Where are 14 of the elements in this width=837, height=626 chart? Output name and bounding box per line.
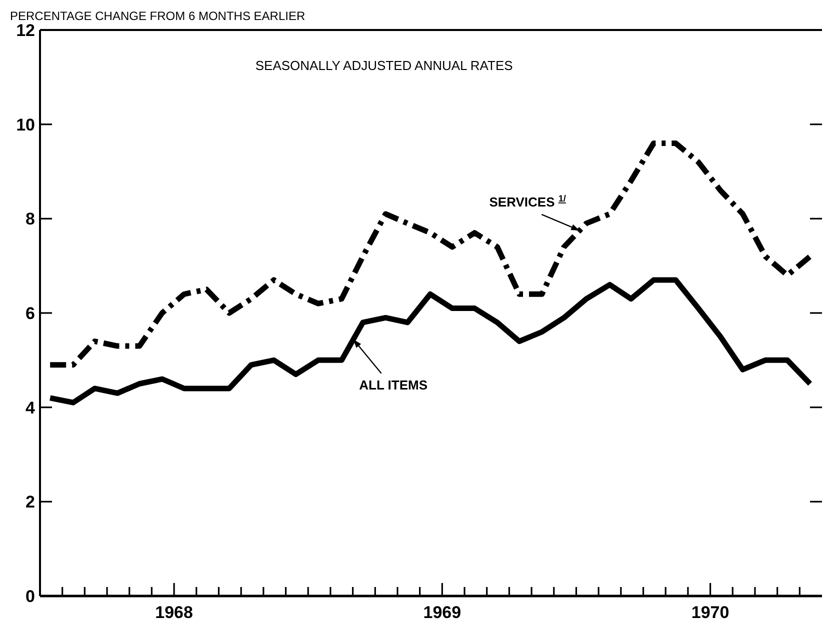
x-tick-label: 1970	[691, 603, 730, 622]
y-tick-label: 6	[26, 304, 35, 323]
annotation: SEASONALLY ADJUSTED ANNUAL RATES	[255, 58, 514, 73]
y-axis-title: PERCENTAGE CHANGE FROM 6 MONTHS EARLIER	[10, 9, 306, 23]
y-tick-label: 0	[26, 587, 35, 606]
y-tick-label: 12	[16, 21, 35, 40]
y-tick-label: 4	[26, 398, 36, 418]
x-tick-label: 1969	[423, 603, 462, 622]
y-tick-label: 10	[16, 115, 35, 134]
series-label: ALL ITEMS	[359, 377, 428, 392]
series-label: SERVICES $^{1/}$	[489, 193, 566, 210]
y-tick-label: 2	[26, 492, 35, 512]
y-tick-label: 8	[26, 210, 35, 229]
x-tick-label: 1968	[155, 603, 193, 622]
